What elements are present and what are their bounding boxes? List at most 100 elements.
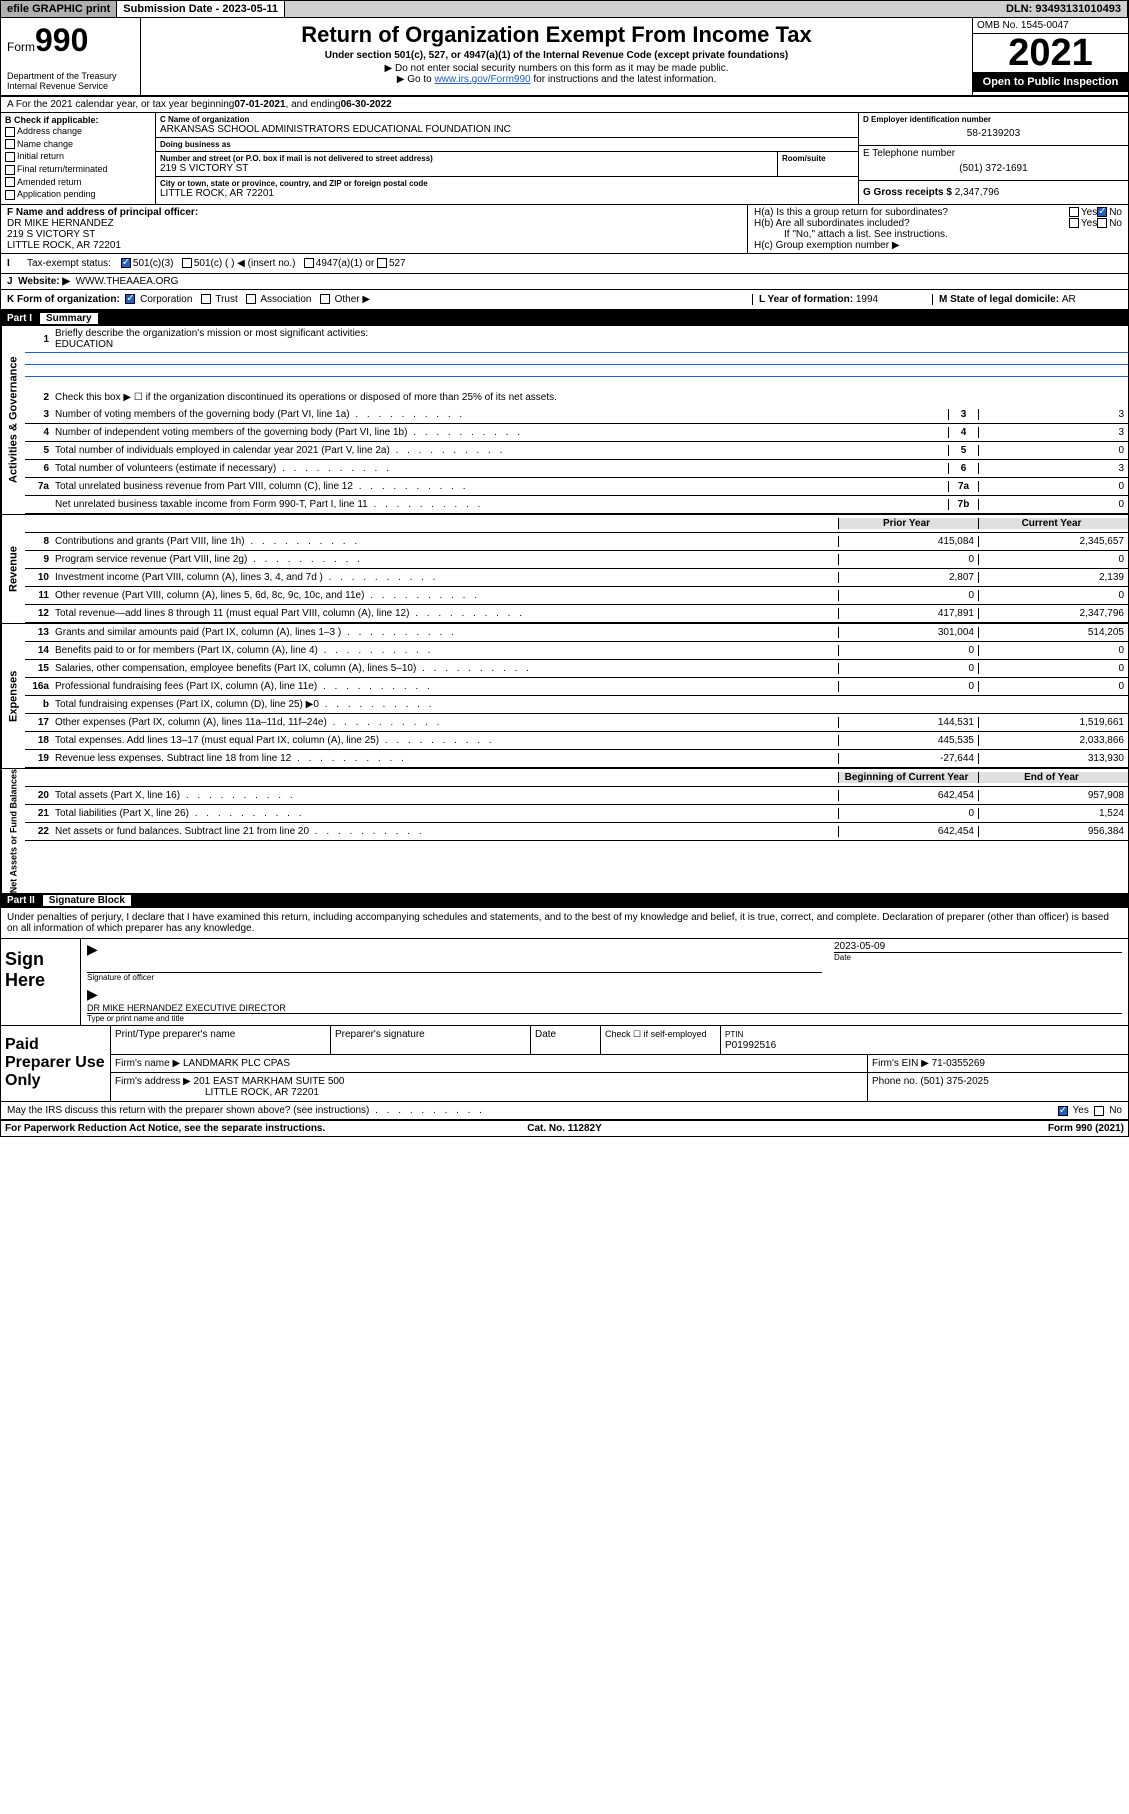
section-j: J Website: ▶ WWW.THEAAEA.ORG xyxy=(1,274,1128,290)
officer-addr2: LITTLE ROCK, AR 72201 xyxy=(7,240,121,251)
data-line: 17Other expenses (Part IX, column (A), l… xyxy=(25,714,1128,732)
submission-date-value: 2023-05-11 xyxy=(222,3,278,15)
no: No xyxy=(1109,1105,1122,1116)
sig-officer-label: Signature of officer xyxy=(87,973,822,982)
discuss-no[interactable] xyxy=(1094,1106,1104,1116)
discuss-yes[interactable] xyxy=(1058,1106,1068,1116)
tel-label: E Telephone number xyxy=(863,148,1124,159)
addr-label: Number and street (or P.O. box if mail i… xyxy=(160,154,773,163)
check-address[interactable]: Address change xyxy=(5,125,151,138)
data-line: 9Program service revenue (Part VIII, lin… xyxy=(25,551,1128,569)
check-name[interactable]: Name change xyxy=(5,138,151,151)
gross: 2,347,796 xyxy=(955,187,1000,198)
501c3-check[interactable] xyxy=(121,258,131,268)
check-label: Amended return xyxy=(17,177,82,187)
501c-check[interactable] xyxy=(182,258,192,268)
prep-date-label: Date xyxy=(531,1026,601,1054)
footer-left: For Paperwork Reduction Act Notice, see … xyxy=(5,1123,378,1134)
hc-label: H(c) Group exemption number ▶ xyxy=(754,240,1122,251)
note2-post: for instructions and the latest informat… xyxy=(531,74,717,85)
paid-preparer-row: Paid Preparer Use Only Print/Type prepar… xyxy=(1,1026,1128,1102)
check-label: Initial return xyxy=(17,151,64,161)
footer-mid: Cat. No. 11282Y xyxy=(378,1123,751,1134)
opt2: 501(c) ( ) ◀ (insert no.) xyxy=(194,258,296,269)
check-amended[interactable]: Amended return xyxy=(5,176,151,189)
note2-pre: ▶ Go to xyxy=(397,74,435,85)
hb-note: If "No," attach a list. See instructions… xyxy=(754,229,1122,240)
ha-yes[interactable] xyxy=(1069,207,1079,217)
data-line: 21Total liabilities (Part X, line 26)01,… xyxy=(25,805,1128,823)
side-gov: Activities & Governance xyxy=(1,326,25,514)
form-number: 990 xyxy=(35,22,88,58)
ptin-label: PTIN xyxy=(725,1030,743,1039)
4947-check[interactable] xyxy=(304,258,314,268)
part1-title: Summary xyxy=(40,313,98,324)
data-line: 20Total assets (Part X, line 16)642,4549… xyxy=(25,787,1128,805)
ha-label: H(a) Is this a group return for subordin… xyxy=(754,207,1069,218)
assoc-check[interactable] xyxy=(246,294,256,304)
irs-link[interactable]: www.irs.gov/Form990 xyxy=(434,74,530,85)
prep-name-label: Print/Type preparer's name xyxy=(111,1026,331,1054)
submission-date: Submission Date - 2023-05-11 xyxy=(117,1,285,17)
check-header: B Check if applicable: xyxy=(5,115,151,125)
check-pending[interactable]: Application pending xyxy=(5,188,151,201)
form-subtitle: Under section 501(c), 527, or 4947(a)(1)… xyxy=(149,50,964,61)
check-final[interactable]: Final return/terminated xyxy=(5,163,151,176)
m-label: M State of legal domicile: xyxy=(939,294,1062,305)
gov-line: 3Number of voting members of the governi… xyxy=(25,406,1128,424)
section-f: F Name and address of principal officer:… xyxy=(1,205,748,253)
assoc: Association xyxy=(260,294,311,305)
sig-date: 2023-05-09 xyxy=(834,941,1122,952)
period-pre: A For the 2021 calendar year, or tax yea… xyxy=(7,99,234,110)
sig-date-label: Date xyxy=(834,952,1122,962)
side-net: Net Assets or Fund Balances xyxy=(1,769,25,893)
arrow-icon: ▶ xyxy=(87,941,98,957)
ptin: P01992516 xyxy=(725,1040,776,1051)
trust-check[interactable] xyxy=(201,294,211,304)
data-line: 22Net assets or fund balances. Subtract … xyxy=(25,823,1128,841)
hb-yes[interactable] xyxy=(1069,218,1079,228)
note-link: ▶ Go to www.irs.gov/Form990 for instruct… xyxy=(149,74,964,85)
check-label: Name change xyxy=(17,139,73,149)
gov-line: 7aTotal unrelated business revenue from … xyxy=(25,478,1128,496)
ha-no[interactable] xyxy=(1097,207,1107,217)
gov-line: 4Number of independent voting members of… xyxy=(25,424,1128,442)
yes-label: Yes xyxy=(1081,207,1097,218)
other-check[interactable] xyxy=(320,294,330,304)
gross-label: G Gross receipts $ xyxy=(863,187,955,198)
other: Other ▶ xyxy=(335,294,370,305)
hdr-begin: Beginning of Current Year xyxy=(838,772,978,783)
officer-label: F Name and address of principal officer: xyxy=(7,207,198,218)
paid-label: Paid Preparer Use Only xyxy=(1,1026,111,1101)
527-check[interactable] xyxy=(377,258,387,268)
section-klm: K Form of organization: Corporation Trus… xyxy=(1,290,1128,311)
section-h: H(a) Is this a group return for subordin… xyxy=(748,205,1128,253)
arrow-icon: ▶ xyxy=(87,986,98,1002)
l2: Check this box ▶ ☐ if the organization d… xyxy=(53,390,1128,405)
check-initial[interactable]: Initial return xyxy=(5,150,151,163)
hb-no[interactable] xyxy=(1097,218,1107,228)
section-deg: D Employer identification number 58-2139… xyxy=(858,113,1128,204)
l-val: 1994 xyxy=(856,294,878,305)
org-addr: 219 S VICTORY ST xyxy=(160,163,773,174)
k-label: K Form of organization: xyxy=(7,294,120,305)
phone-label: Phone no. xyxy=(872,1076,920,1087)
l-label: L Year of formation: xyxy=(759,294,856,305)
governance-section: Activities & Governance 1Briefly describ… xyxy=(1,326,1128,514)
sign-here-row: Sign Here ▶ Signature of officer 2023-05… xyxy=(1,939,1128,1026)
firm-ein: 71-0355269 xyxy=(932,1058,985,1069)
expenses-section: Expenses 13Grants and similar amounts pa… xyxy=(1,623,1128,768)
yes-label: Yes xyxy=(1081,218,1097,229)
hdr-cur: Current Year xyxy=(978,518,1128,529)
opt1: 501(c)(3) xyxy=(133,258,174,269)
check-self: Check ☐ if self-employed xyxy=(601,1026,721,1054)
data-line: 18Total expenses. Add lines 13–17 (must … xyxy=(25,732,1128,750)
data-line: bTotal fundraising expenses (Part IX, co… xyxy=(25,696,1128,714)
side-rev: Revenue xyxy=(1,515,25,623)
hdr-end: End of Year xyxy=(978,772,1128,783)
corp-check[interactable] xyxy=(125,294,135,304)
efile-button[interactable]: efile GRAPHIC print xyxy=(1,1,117,17)
data-line: 13Grants and similar amounts paid (Part … xyxy=(25,624,1128,642)
gov-line: 6Total number of volunteers (estimate if… xyxy=(25,460,1128,478)
top-bar: efile GRAPHIC print Submission Date - 20… xyxy=(1,1,1128,18)
